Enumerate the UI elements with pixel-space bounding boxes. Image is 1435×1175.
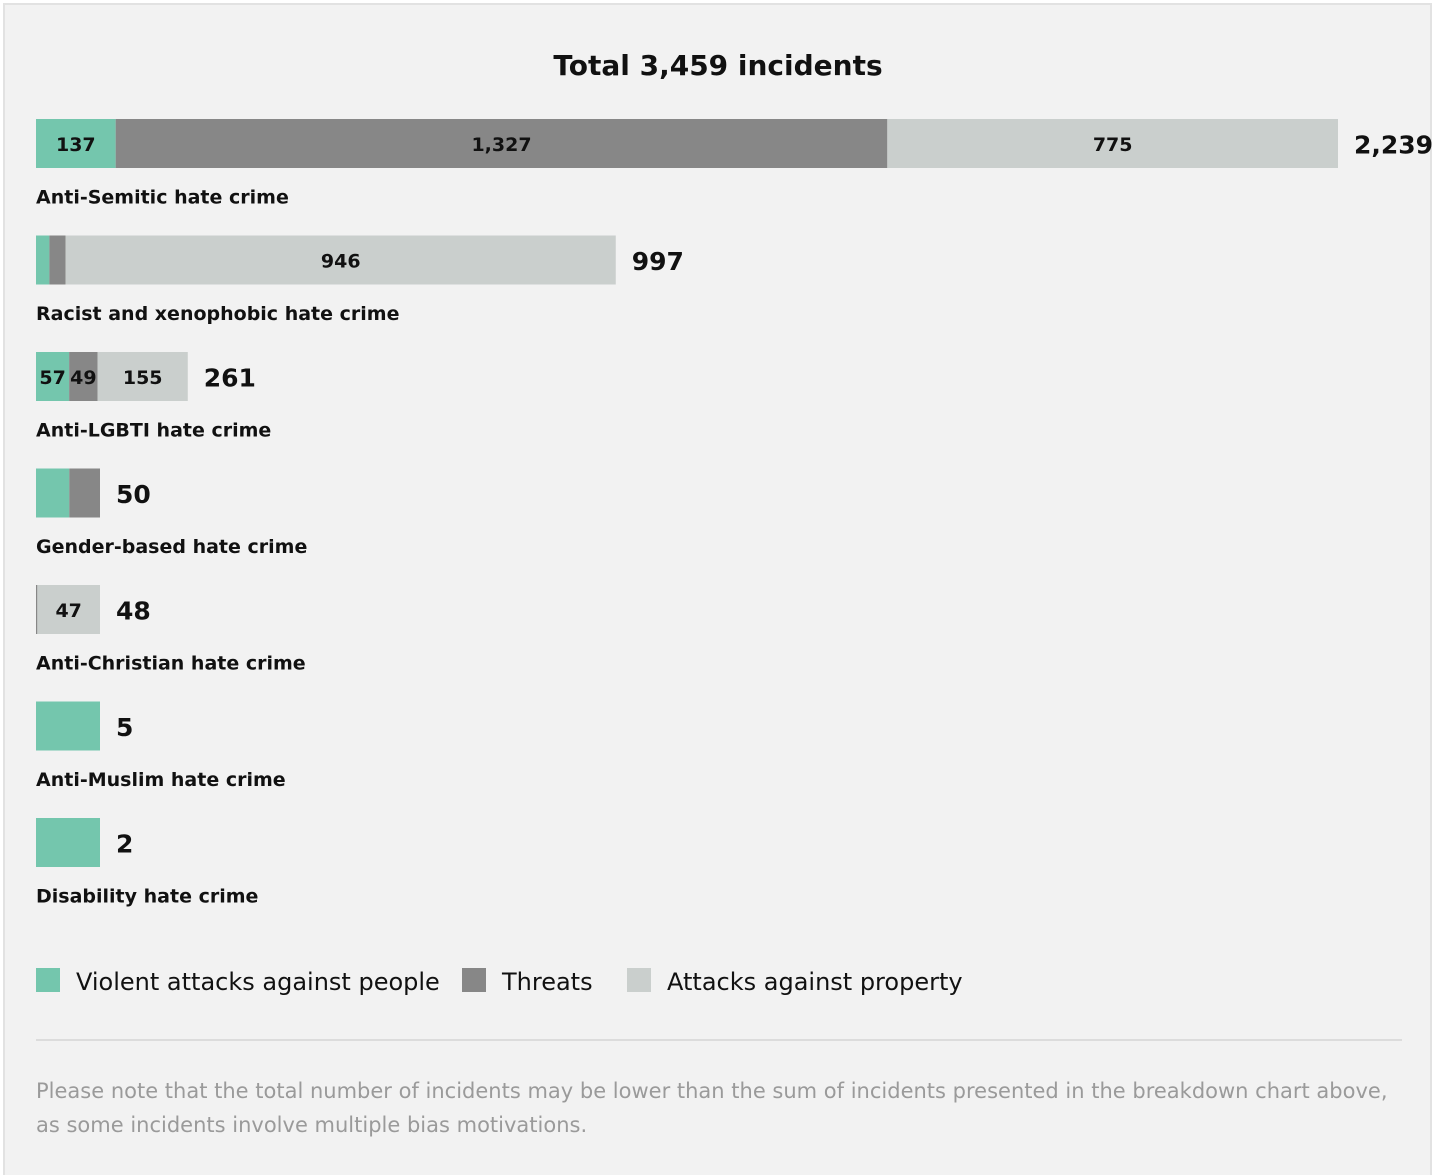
total-label: 5 xyxy=(116,713,133,742)
segment-label: 49 xyxy=(70,367,96,389)
bar-segment xyxy=(36,119,116,168)
bar-segment xyxy=(36,352,70,401)
bar-segment xyxy=(36,701,100,751)
bar-segment xyxy=(36,818,100,867)
bar-segment xyxy=(49,235,66,285)
segment-label: 946 xyxy=(321,251,361,273)
bar-segment xyxy=(37,585,100,634)
legend-swatch xyxy=(627,968,651,992)
segment-label: 137 xyxy=(56,134,96,156)
category-label: Anti-LGBTI hate crime xyxy=(36,420,271,442)
legend-swatch xyxy=(36,968,60,992)
total-label: 48 xyxy=(116,597,151,626)
segment-label: 47 xyxy=(55,600,81,622)
chart-title: Total 3,459 incidents xyxy=(553,49,882,82)
total-label: 997 xyxy=(632,247,684,276)
legend-label: Violent attacks against people xyxy=(76,968,440,996)
total-label: 2,239 xyxy=(1354,131,1433,160)
segment-label: 775 xyxy=(1093,134,1133,156)
legend-label: Threats xyxy=(501,968,593,996)
segment-label: 1,327 xyxy=(471,134,531,156)
total-label: 50 xyxy=(116,480,151,509)
bar-segment xyxy=(69,468,100,518)
segment-label: 57 xyxy=(39,367,65,389)
bar-segment xyxy=(887,119,1338,168)
legend-swatch xyxy=(462,968,486,992)
bar-segment xyxy=(36,585,38,634)
category-label: Gender-based hate crime xyxy=(36,536,307,558)
category-label: Anti-Christian hate crime xyxy=(36,653,306,675)
total-label: 2 xyxy=(116,830,133,859)
bar-segment xyxy=(36,468,70,518)
total-label: 261 xyxy=(204,364,256,393)
bar-segment xyxy=(65,235,616,285)
bar-segment xyxy=(69,352,98,401)
segment-label: 155 xyxy=(123,367,163,389)
bar-segment xyxy=(97,352,188,401)
category-label: Racist and xenophobic hate crime xyxy=(36,303,399,325)
card xyxy=(3,3,1432,1175)
bar-segment xyxy=(36,235,50,285)
category-label: Anti-Muslim hate crime xyxy=(36,769,286,791)
legend-label: Attacks against property xyxy=(667,968,963,996)
category-label: Disability hate crime xyxy=(36,886,258,908)
bar-segment xyxy=(115,119,888,168)
category-label: Anti-Semitic hate crime xyxy=(36,187,289,209)
note: Please note that the total number of inc… xyxy=(36,1079,1388,1137)
